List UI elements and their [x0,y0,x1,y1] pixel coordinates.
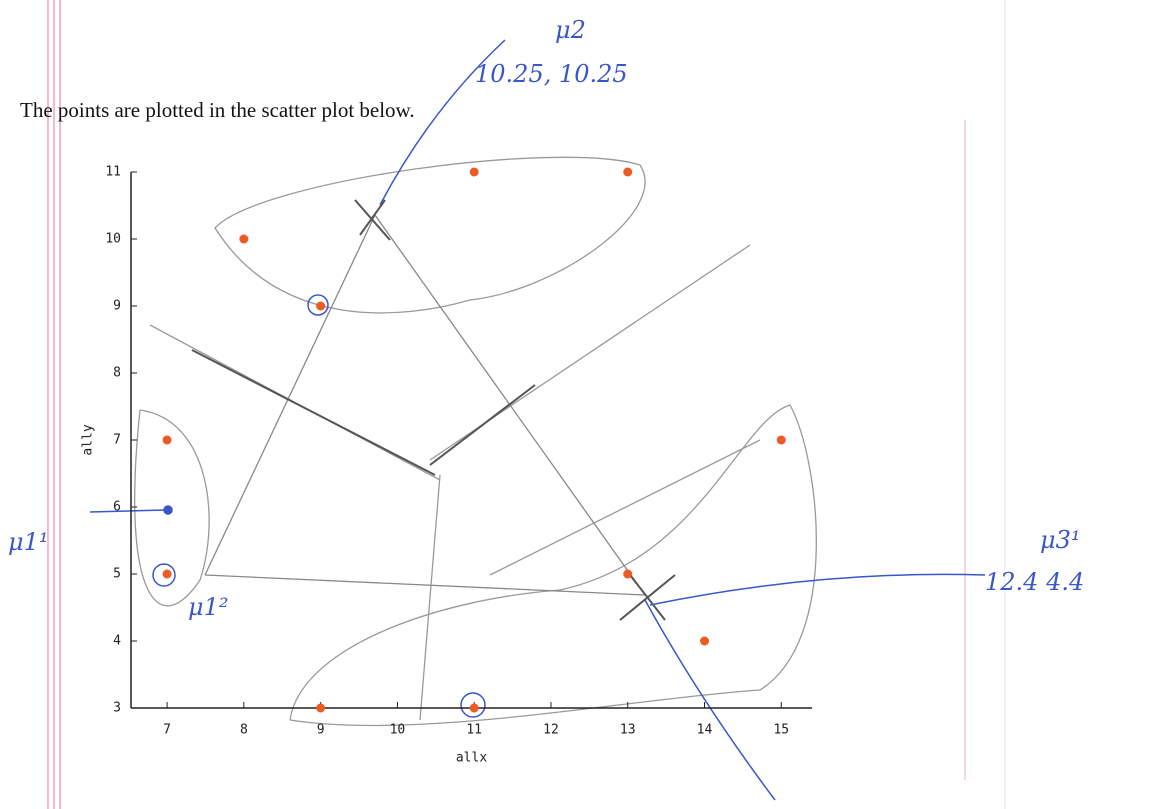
y-tick-label: 3 [113,701,121,716]
point [777,436,786,445]
point [163,436,172,445]
y-tick-label: 9 [113,299,121,314]
point [623,570,632,579]
y-tick-label: 4 [113,634,121,649]
point [470,704,479,713]
handwritten-note: 10.25, 10.25 [475,60,628,88]
x-tick-label: 10 [390,723,406,738]
page: The points are plotted in the scatter pl… [0,0,1168,809]
x-tick-label: 11 [466,723,482,738]
hand-sketch [135,157,817,725]
point [163,570,172,579]
x-tick-label: 14 [697,723,713,738]
point [239,235,248,244]
y-tick-label: 5 [113,567,121,582]
handwritten-note: μ2 [555,16,586,44]
handwritten-note: μ1² [188,593,229,621]
x-axis-label: allx [456,751,487,766]
x-tick-label: 12 [543,723,559,738]
x-tick-label: 8 [240,723,248,738]
y-tick-label: 11 [105,165,121,180]
handwritten-note: 12.4 4.4 [985,568,1084,596]
point [316,704,325,713]
point [623,168,632,177]
x-tick-label: 7 [163,723,171,738]
y-tick-label: 10 [105,232,121,247]
y-axis-label: ally [81,424,96,455]
point [470,168,479,177]
x-tick-label: 9 [317,723,325,738]
handwritten-note: μ1¹ [8,528,49,556]
hand-pen [90,40,985,800]
handwritten-note: μ3¹ [1040,526,1081,554]
x-tick-label: 15 [773,723,789,738]
y-tick-label: 7 [113,433,121,448]
point [700,637,709,646]
x-tick-label: 13 [620,723,636,738]
y-tick-label: 8 [113,366,121,381]
point [316,302,325,311]
y-tick-label: 6 [113,500,121,515]
intro-text: The points are plotted in the scatter pl… [20,98,415,122]
